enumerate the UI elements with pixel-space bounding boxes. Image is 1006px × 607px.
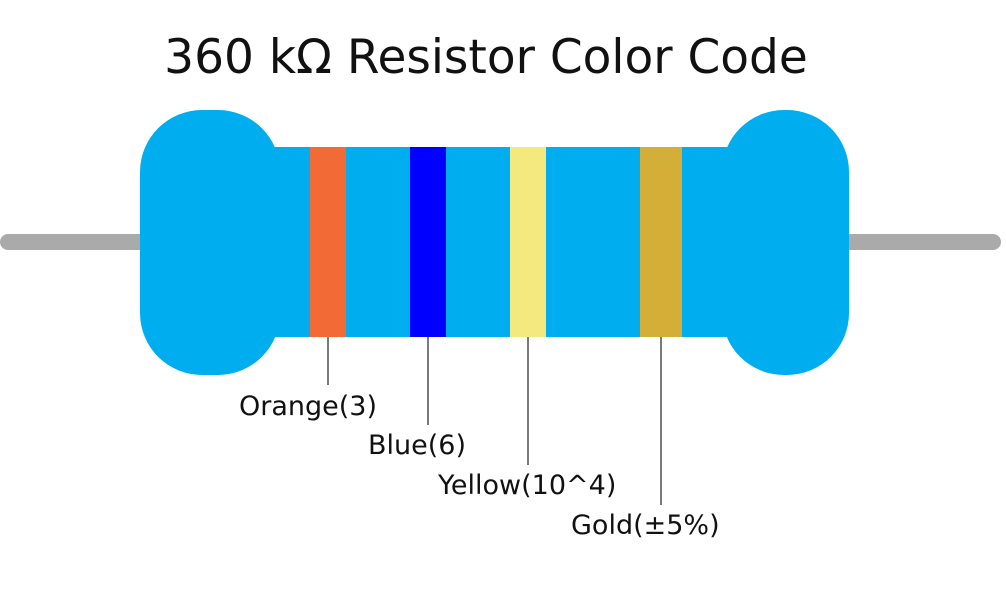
band-gold (640, 147, 682, 337)
resistor-body (140, 110, 849, 375)
band-yellow (510, 147, 546, 337)
band-blue (410, 147, 446, 337)
diagram-title: 360 kΩ Resistor Color Code (164, 30, 808, 85)
band-label-blue: Blue(6) (368, 430, 466, 461)
band-label-orange: Orange(3) (239, 391, 378, 422)
band-label-gold: Gold(±5%) (571, 510, 720, 541)
band-orange (310, 147, 346, 337)
band-label-yellow: Yellow(10^4) (438, 470, 617, 501)
